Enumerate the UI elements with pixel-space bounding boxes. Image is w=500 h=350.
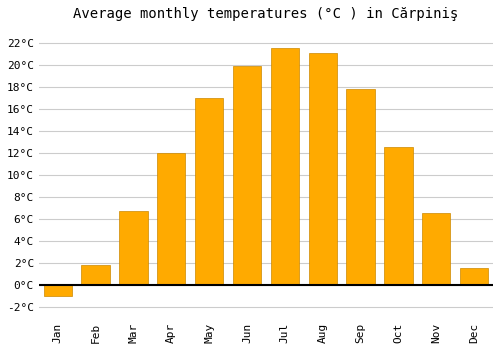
Bar xyxy=(270,48,299,285)
Bar xyxy=(308,53,337,285)
Bar xyxy=(346,89,375,285)
Bar xyxy=(195,98,224,285)
Bar xyxy=(384,147,412,285)
Title: Average monthly temperatures (°C ) in Cărpiniş: Average monthly temperatures (°C ) in Că… xyxy=(74,7,458,21)
Bar xyxy=(422,214,450,285)
Bar xyxy=(233,66,261,285)
Bar xyxy=(44,285,72,296)
Bar xyxy=(157,153,186,285)
Bar xyxy=(82,265,110,285)
Bar xyxy=(460,268,488,285)
Bar xyxy=(119,211,148,285)
